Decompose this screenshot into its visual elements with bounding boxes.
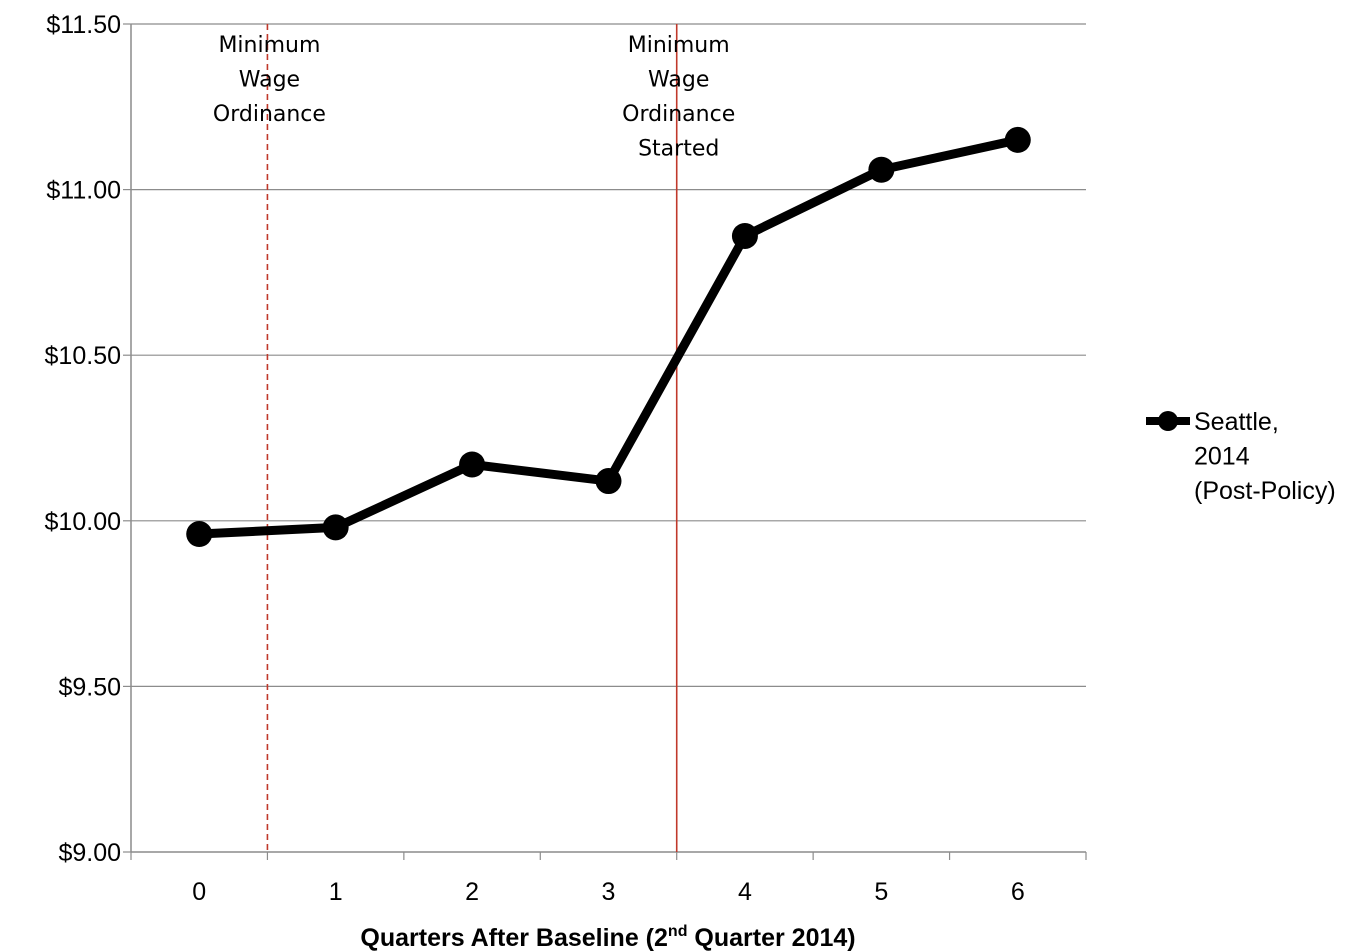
y-tick-label: $10.50 [45, 342, 121, 370]
data-point [186, 521, 213, 548]
axes [130, 24, 1086, 853]
x-tick-label: 2 [465, 878, 479, 906]
y-tick-label: $10.00 [45, 508, 121, 536]
annotation-text: Wage [648, 68, 709, 93]
legend-label: (Post-Policy) [1194, 477, 1336, 505]
legend-marker [1158, 411, 1178, 431]
x-axis-label-prefix: Quarters After Baseline (2 [360, 924, 668, 952]
data-point [322, 514, 349, 541]
y-tick-label: $9.50 [58, 673, 121, 701]
data-point [595, 468, 622, 495]
x-tick-label: 1 [329, 878, 343, 906]
legend-label: Seattle, [1194, 408, 1279, 436]
x-axis-ticks: 0 1 2 3 4 5 6 [130, 852, 1087, 906]
annotation-text: Minimum [628, 33, 730, 58]
data-point [459, 451, 486, 478]
x-axis-label-suffix: Quarter 2014) [687, 924, 855, 952]
annotation-text: Ordinance [213, 102, 326, 127]
x-tick-label: 6 [1011, 878, 1025, 906]
annotations: Minimum Wage Ordinance Minimum Wage Ordinance… [213, 24, 735, 852]
y-tick-label: $11.00 [46, 177, 121, 205]
x-tick-label: 4 [738, 878, 752, 906]
y-tick-label: $9.00 [58, 839, 121, 867]
annotation-text: Minimum [218, 33, 320, 58]
annotation-text: Ordinance [622, 102, 735, 127]
data-point [1004, 126, 1031, 153]
annotation-text: Wage [239, 68, 300, 93]
data-point [731, 222, 758, 249]
y-axis-ticks: $9.00 $9.50 $10.00 $10.50 $11.00 $11.50 [45, 11, 131, 867]
x-tick-label: 5 [874, 878, 888, 906]
y-tick-label: $11.50 [46, 11, 121, 39]
x-tick-label: 0 [192, 878, 206, 906]
series-group [186, 126, 1031, 548]
x-axis-label: Quarters After Baseline (2nd Quarter 201… [360, 923, 855, 952]
data-point [868, 156, 895, 183]
legend-label: 2014 [1194, 443, 1250, 471]
legend: Seattle, 2014 (Post-Policy) [1146, 408, 1336, 505]
gridlines [131, 23, 1086, 688]
annotation-text: Started [638, 137, 719, 162]
x-tick-label: 3 [602, 878, 616, 906]
x-axis-label-superscript: nd [668, 923, 688, 940]
